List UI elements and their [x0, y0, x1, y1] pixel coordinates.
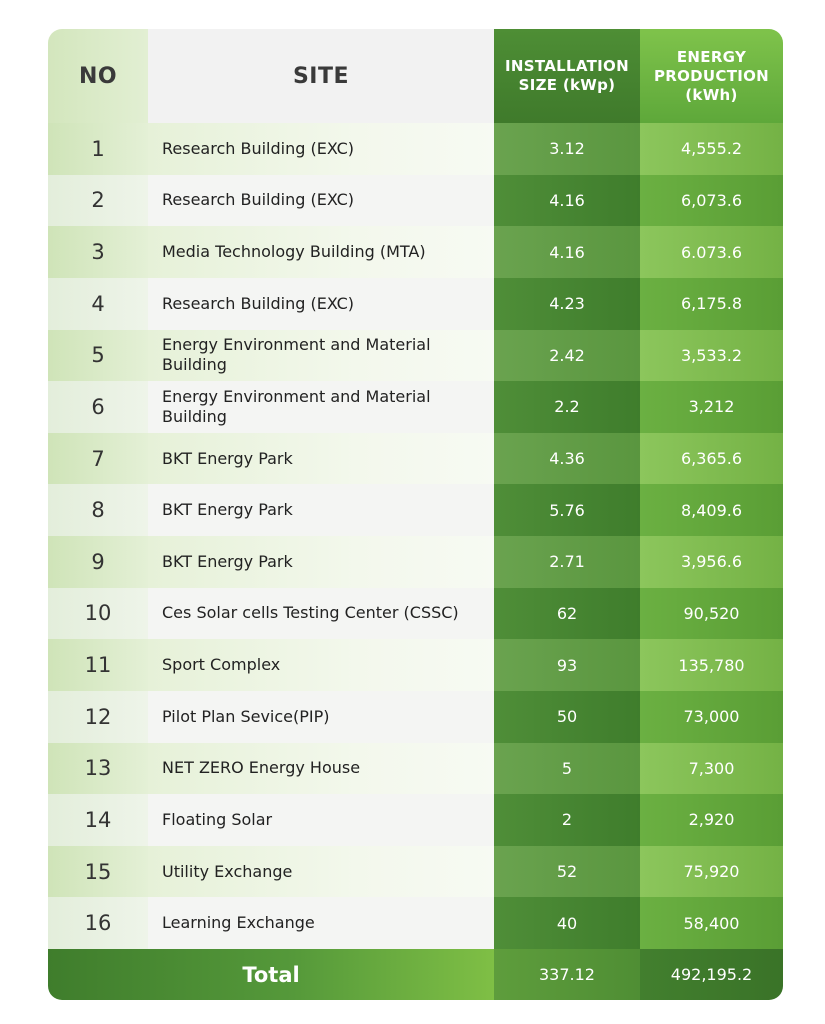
table-row: 13 NET ZERO Energy House 5 7,300 — [48, 742, 783, 795]
row-site: Research Building (EXC) — [148, 123, 494, 175]
row-energy-production: 90,520 — [640, 587, 783, 640]
row-installation-size: 62 — [494, 587, 640, 640]
row-energy-production: 8,409.6 — [640, 484, 783, 536]
row-energy-production: 58,400 — [640, 897, 783, 949]
table-total-row: Total 337.12 492,195.2 — [48, 949, 783, 1000]
table-row: 4 Research Building (EXC) 4.23 6,175.8 — [48, 277, 783, 330]
row-no: 2 — [48, 174, 148, 227]
row-site: Learning Exchange — [148, 897, 494, 949]
row-site: Energy Environment and Material Building — [148, 381, 494, 433]
table-row: 15 Utility Exchange 52 75,920 — [48, 845, 783, 898]
row-installation-size: 2.42 — [494, 329, 640, 382]
total-production: 492,195.2 — [640, 949, 783, 1000]
row-energy-production: 6,365.6 — [640, 432, 783, 485]
row-installation-size: 5 — [494, 742, 640, 795]
header-site: SITE — [148, 29, 494, 123]
row-installation-size: 93 — [494, 639, 640, 691]
table-row: 2 Research Building (EXC) 4.16 6,073.6 — [48, 174, 783, 227]
row-site: Pilot Plan Sevice(PIP) — [148, 690, 494, 743]
row-no: 6 — [48, 381, 148, 433]
row-energy-production: 3,212 — [640, 381, 783, 433]
row-energy-production: 7,300 — [640, 742, 783, 795]
table-row: 10 Ces Solar cells Testing Center (CSSC) 6… — [48, 587, 783, 640]
row-energy-production: 6,073.6 — [640, 174, 783, 227]
header-installation-size: INSTALLATION SIZE (kWp) — [494, 29, 640, 123]
table-row: 11 Sport Complex 93 135,780 — [48, 639, 783, 691]
table-header: NO SITE INSTALLATION SIZE (kWp) ENERGY P… — [48, 29, 783, 123]
row-no: 5 — [48, 329, 148, 382]
header-no: NO — [48, 29, 148, 123]
row-site: Media Technology Building (MTA) — [148, 226, 494, 278]
row-no: 1 — [48, 123, 148, 175]
row-no: 13 — [48, 742, 148, 795]
row-site: Utility Exchange — [148, 845, 494, 898]
row-no: 14 — [48, 794, 148, 846]
row-energy-production: 3,533.2 — [640, 329, 783, 382]
row-site: BKT Energy Park — [148, 432, 494, 485]
table-row: 5 Energy Environment and Material Buildin… — [48, 329, 783, 382]
row-site: NET ZERO Energy House — [148, 742, 494, 795]
table-row: 12 Pilot Plan Sevice(PIP) 50 73,000 — [48, 690, 783, 743]
table-row: 16 Learning Exchange 40 58,400 — [48, 897, 783, 949]
row-energy-production: 6,175.8 — [640, 277, 783, 330]
row-energy-production: 73,000 — [640, 690, 783, 743]
table-row: 6 Energy Environment and Material Buildin… — [48, 381, 783, 433]
row-installation-size: 4.23 — [494, 277, 640, 330]
row-installation-size: 4.16 — [494, 174, 640, 227]
row-installation-size: 50 — [494, 690, 640, 743]
row-site: Floating Solar — [148, 794, 494, 846]
row-no: 12 — [48, 690, 148, 743]
solar-installations-table: NO SITE INSTALLATION SIZE (kWp) ENERGY P… — [48, 29, 783, 1000]
row-no: 10 — [48, 587, 148, 640]
row-site: BKT Energy Park — [148, 484, 494, 536]
row-installation-size: 2.71 — [494, 536, 640, 588]
table-row: 14 Floating Solar 2 2,920 — [48, 794, 783, 846]
table-row: 3 Media Technology Building (MTA) 4.16 6.07… — [48, 226, 783, 278]
row-site: Ces Solar cells Testing Center (CSSC) — [148, 587, 494, 640]
row-energy-production: 135,780 — [640, 639, 783, 691]
total-label: Total — [48, 949, 494, 1000]
row-site: Sport Complex — [148, 639, 494, 691]
row-no: 4 — [48, 277, 148, 330]
row-no: 3 — [48, 226, 148, 278]
table-row: 8 BKT Energy Park 5.76 8,409.6 — [48, 484, 783, 536]
table-body: 1 Research Building (EXC) 3.12 4,555.2 2 Rese… — [48, 123, 783, 949]
row-installation-size: 4.36 — [494, 432, 640, 485]
row-site: Research Building (EXC) — [148, 277, 494, 330]
row-installation-size: 2.2 — [494, 381, 640, 433]
table-row: 9 BKT Energy Park 2.71 3,956.6 — [48, 536, 783, 588]
row-energy-production: 6.073.6 — [640, 226, 783, 278]
row-installation-size: 52 — [494, 845, 640, 898]
row-no: 7 — [48, 432, 148, 485]
row-installation-size: 3.12 — [494, 123, 640, 175]
row-site: Research Building (EXC) — [148, 174, 494, 227]
row-energy-production: 3,956.6 — [640, 536, 783, 588]
row-installation-size: 4.16 — [494, 226, 640, 278]
row-site: BKT Energy Park — [148, 536, 494, 588]
table-row: 1 Research Building (EXC) 3.12 4,555.2 — [48, 123, 783, 175]
row-no: 15 — [48, 845, 148, 898]
table-row: 7 BKT Energy Park 4.36 6,365.6 — [48, 432, 783, 485]
header-energy-production: ENERGY PRODUCTION (kWh) — [640, 29, 783, 123]
row-no: 9 — [48, 536, 148, 588]
total-size: 337.12 — [494, 949, 640, 1000]
row-site: Energy Environment and Material Building — [148, 329, 494, 382]
row-no: 11 — [48, 639, 148, 691]
row-energy-production: 75,920 — [640, 845, 783, 898]
row-installation-size: 40 — [494, 897, 640, 949]
row-energy-production: 4,555.2 — [640, 123, 783, 175]
row-no: 8 — [48, 484, 148, 536]
row-no: 16 — [48, 897, 148, 949]
row-installation-size: 5.76 — [494, 484, 640, 536]
row-energy-production: 2,920 — [640, 794, 783, 846]
row-installation-size: 2 — [494, 794, 640, 846]
